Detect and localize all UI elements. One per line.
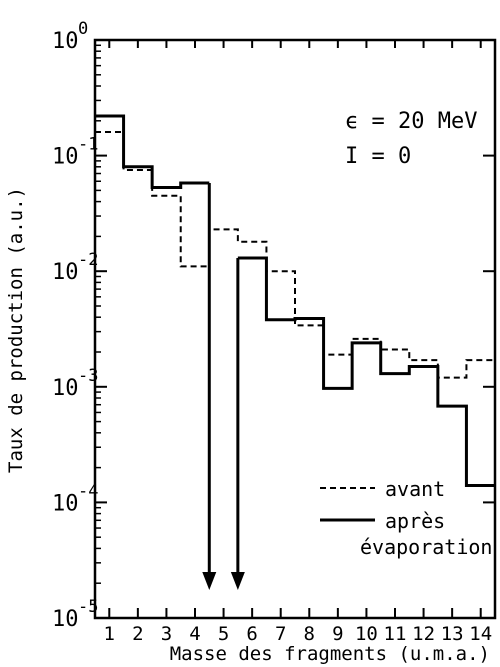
y-tick-label-exponent: -2 (78, 250, 98, 270)
annotation-energy: ϵ = 20 MeV (345, 109, 477, 134)
x-tick-label: 13 (441, 623, 464, 645)
arrows-layer (202, 182, 245, 590)
y-tick-label-base: 10 (52, 491, 79, 516)
annotation-spin: I = 0 (345, 144, 411, 169)
x-tick-label: 5 (218, 623, 229, 645)
x-tick-label: 2 (132, 623, 143, 645)
y-tick-label-exponent: -3 (78, 366, 98, 386)
plot-frame (93, 38, 497, 620)
y-tick-label-base: 10 (52, 376, 79, 401)
x-tick-label: 9 (332, 623, 343, 645)
y-tick-label-exponent: -1 (78, 135, 98, 155)
x-tick-label: 11 (384, 623, 407, 645)
axis-ticks (95, 40, 495, 618)
x-tick-label: 1 (104, 623, 115, 645)
legend-evaporation-label: évaporation (360, 535, 492, 559)
legend: avant après évaporation (320, 477, 492, 559)
series-apres (95, 114, 495, 488)
x-tick-label: 12 (412, 623, 435, 645)
arrow-head (202, 572, 217, 590)
y-tick-label-exponent: -4 (78, 481, 98, 501)
y-tick-label-base: 10 (52, 145, 79, 170)
series-avant (95, 131, 495, 379)
legend-apres-label: après (385, 509, 445, 533)
legend-avant-label: avant (385, 477, 445, 501)
x-tick-labels: 1 2 3 4 5 6 7 8 9 10 11 12 13 14 (104, 623, 493, 645)
x-tick-label: 10 (355, 623, 378, 645)
y-tick-label-base: 10 (52, 260, 79, 285)
x-axis-label: Masse des fragments (u.m.a.) (170, 643, 490, 665)
x-tick-label: 7 (275, 623, 286, 645)
y-tick-label-exponent: -5 (78, 597, 98, 617)
x-tick-label: 14 (469, 623, 492, 645)
x-tick-label: 6 (246, 623, 257, 645)
y-tick-label-exponent: 0 (78, 19, 88, 39)
x-tick-label: 4 (189, 623, 200, 645)
series-layer (95, 114, 495, 488)
y-tick-label-base: 10 (52, 29, 79, 54)
x-tick-label: 3 (161, 623, 172, 645)
y-tick-label-base: 10 (52, 607, 79, 632)
x-tick-label: 8 (304, 623, 315, 645)
arrow-head (230, 572, 245, 590)
y-axis-label: Taux de production (a.u.) (5, 187, 27, 473)
